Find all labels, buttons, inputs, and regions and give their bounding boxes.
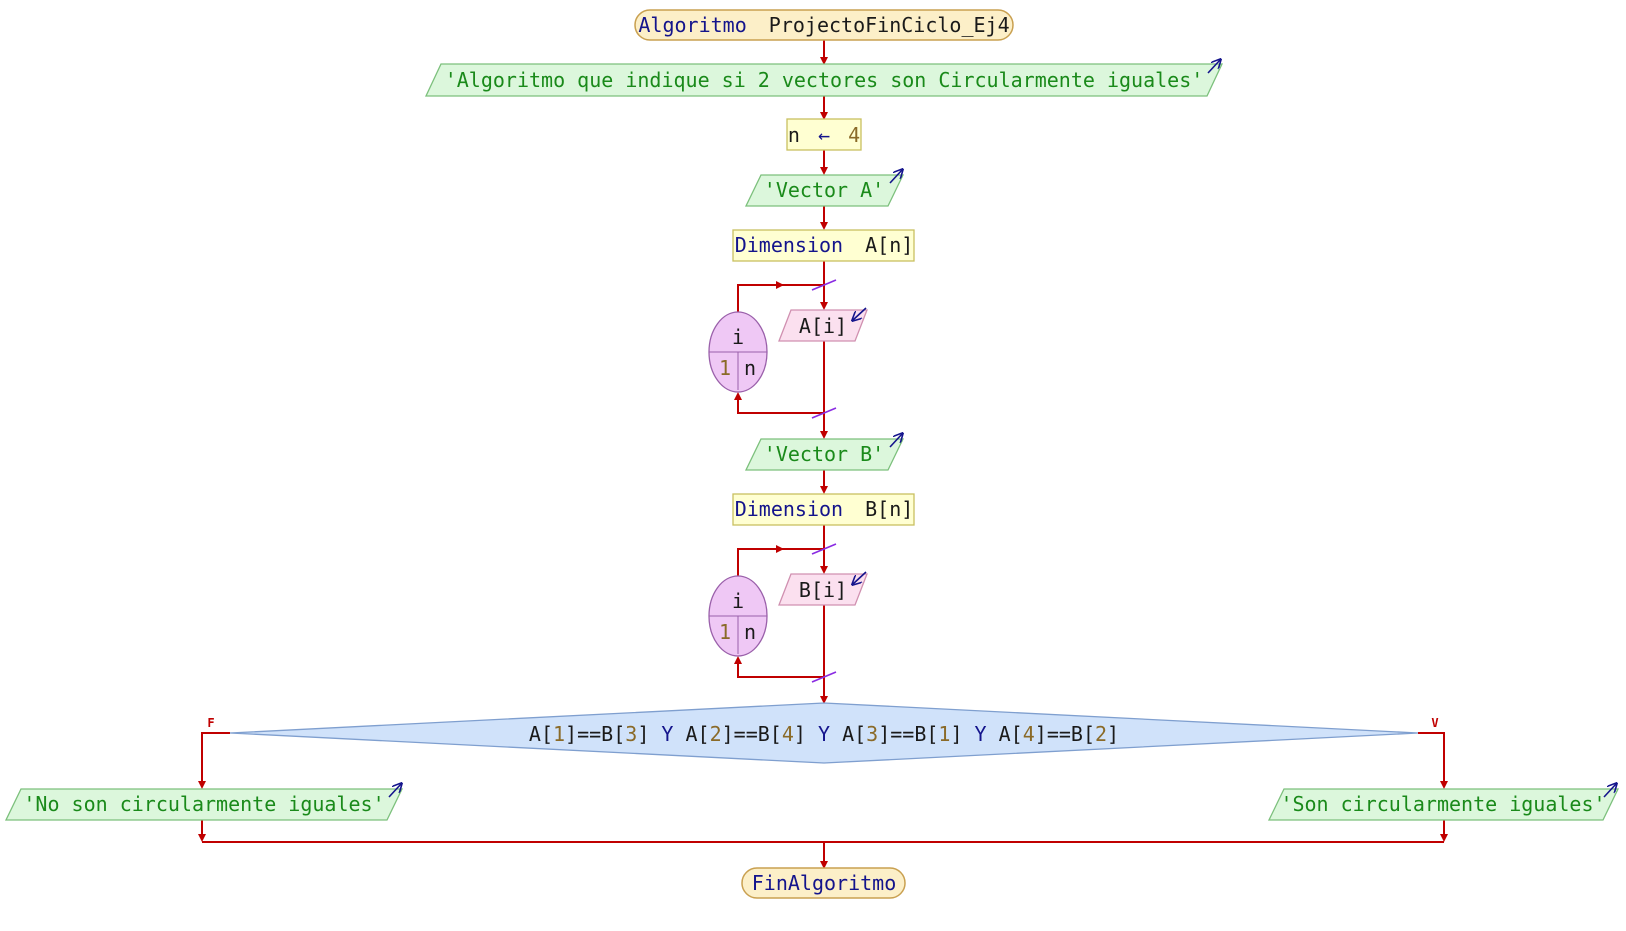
- condition-part: 3: [866, 722, 878, 746]
- dimension-b-text: Dimension B[n]: [735, 497, 914, 521]
- loop-a-to: n: [744, 356, 756, 380]
- read-a-text: A[i]: [799, 314, 847, 338]
- vector-a-output-block: 'Vector A': [744, 170, 903, 207]
- dimension-a-text: Dimension A[n]: [735, 233, 914, 257]
- read-b-block: B[i]: [778, 571, 868, 606]
- dimension-a-block: Dimension A[n]: [732, 229, 915, 262]
- loop-a-from: 1: [719, 356, 731, 380]
- condition-text: A[1]==B[3] Y A[2]==B[4] Y A[3]==B[1] Y A…: [529, 722, 1119, 746]
- start-terminal-label: Algoritmo ProjectoFinCiclo_Ej4: [638, 13, 1009, 37]
- dimension-keyword: Dimension: [735, 233, 843, 257]
- condition-part: Y: [649, 722, 685, 746]
- algorithm-name: ProjectoFinCiclo_Ej4: [769, 13, 1010, 37]
- output-arrow-icon: [388, 784, 401, 798]
- condition-part: ]: [637, 722, 649, 746]
- dimension-keyword: Dimension: [735, 497, 843, 521]
- assign-var: n: [788, 123, 800, 147]
- false-output-block: 'No son circularmente iguales': [4, 784, 402, 821]
- condition-part: Y: [806, 722, 842, 746]
- read-b-text: B[i]: [799, 578, 847, 602]
- condition-part: A[: [842, 722, 866, 746]
- condition-part: 3: [625, 722, 637, 746]
- output-arrow-icon: [1207, 60, 1220, 74]
- decision-block: A[1]==B[3] Y A[2]==B[4] Y A[3]==B[1] Y A…: [207, 702, 1439, 764]
- start-terminal: Algoritmo ProjectoFinCiclo_Ej4: [634, 9, 1014, 41]
- condition-part: A[: [999, 722, 1023, 746]
- assign-arrow-icon: ←: [818, 123, 830, 147]
- condition-part: 4: [1023, 722, 1035, 746]
- intro-output-block: 'Algoritmo que indique si 2 vectores son…: [424, 60, 1224, 97]
- condition-part: Y: [963, 722, 999, 746]
- condition-part: A[: [529, 722, 553, 746]
- true-output-block: 'Son circularmente iguales': [1267, 784, 1620, 821]
- loop-a-var: i: [732, 325, 744, 349]
- condition-part: 2: [710, 722, 722, 746]
- loop-a-node: i 1 n: [708, 311, 768, 393]
- end-terminal-label: FinAlgoritmo: [752, 871, 897, 895]
- loop-b-from: 1: [719, 620, 731, 644]
- read-a-block: A[i]: [778, 307, 868, 342]
- false-output-text: 'No son circularmente iguales': [23, 792, 384, 816]
- dimension-b-expr: B[n]: [865, 497, 913, 521]
- connector-wires: [198, 40, 1448, 869]
- condition-part: ]==B[: [878, 722, 938, 746]
- loop-b-to: n: [744, 620, 756, 644]
- vector-a-output-text: 'Vector A': [764, 178, 884, 202]
- dimension-a-expr: A[n]: [865, 233, 913, 257]
- input-arrow-icon: [853, 307, 867, 320]
- true-branch-label: V: [1431, 716, 1438, 730]
- vector-b-output-block: 'Vector B': [744, 434, 903, 471]
- intro-output-text: 'Algoritmo que indique si 2 vectores son…: [445, 68, 1204, 92]
- input-arrow-icon: [853, 571, 867, 584]
- loop-b-var: i: [732, 589, 744, 613]
- condition-part: ]==B[: [1035, 722, 1095, 746]
- condition-part: ]: [950, 722, 962, 746]
- output-arrow-icon: [1603, 784, 1616, 798]
- algoritmo-keyword: Algoritmo: [638, 13, 746, 37]
- condition-part: ]==B[: [722, 722, 782, 746]
- condition-part: 1: [938, 722, 950, 746]
- dimension-b-block: Dimension B[n]: [732, 493, 915, 526]
- vector-b-output-text: 'Vector B': [764, 442, 884, 466]
- condition-part: ]: [794, 722, 806, 746]
- condition-part: 2: [1095, 722, 1107, 746]
- assignment-block: n ← 4: [786, 118, 862, 151]
- loop-b-node: i 1 n: [708, 575, 768, 657]
- assignment-text: n ← 4: [788, 123, 860, 147]
- condition-part: A[: [685, 722, 709, 746]
- false-branch-label: F: [207, 716, 214, 730]
- end-terminal: FinAlgoritmo: [741, 867, 906, 899]
- condition-part: 4: [782, 722, 794, 746]
- output-arrow-icon: [889, 170, 902, 184]
- true-output-text: 'Son circularmente iguales': [1280, 792, 1605, 816]
- condition-part: ]==B[: [565, 722, 625, 746]
- condition-part: 1: [553, 722, 565, 746]
- condition-part: ]: [1107, 722, 1119, 746]
- assign-value: 4: [848, 123, 860, 147]
- output-arrow-icon: [889, 434, 902, 448]
